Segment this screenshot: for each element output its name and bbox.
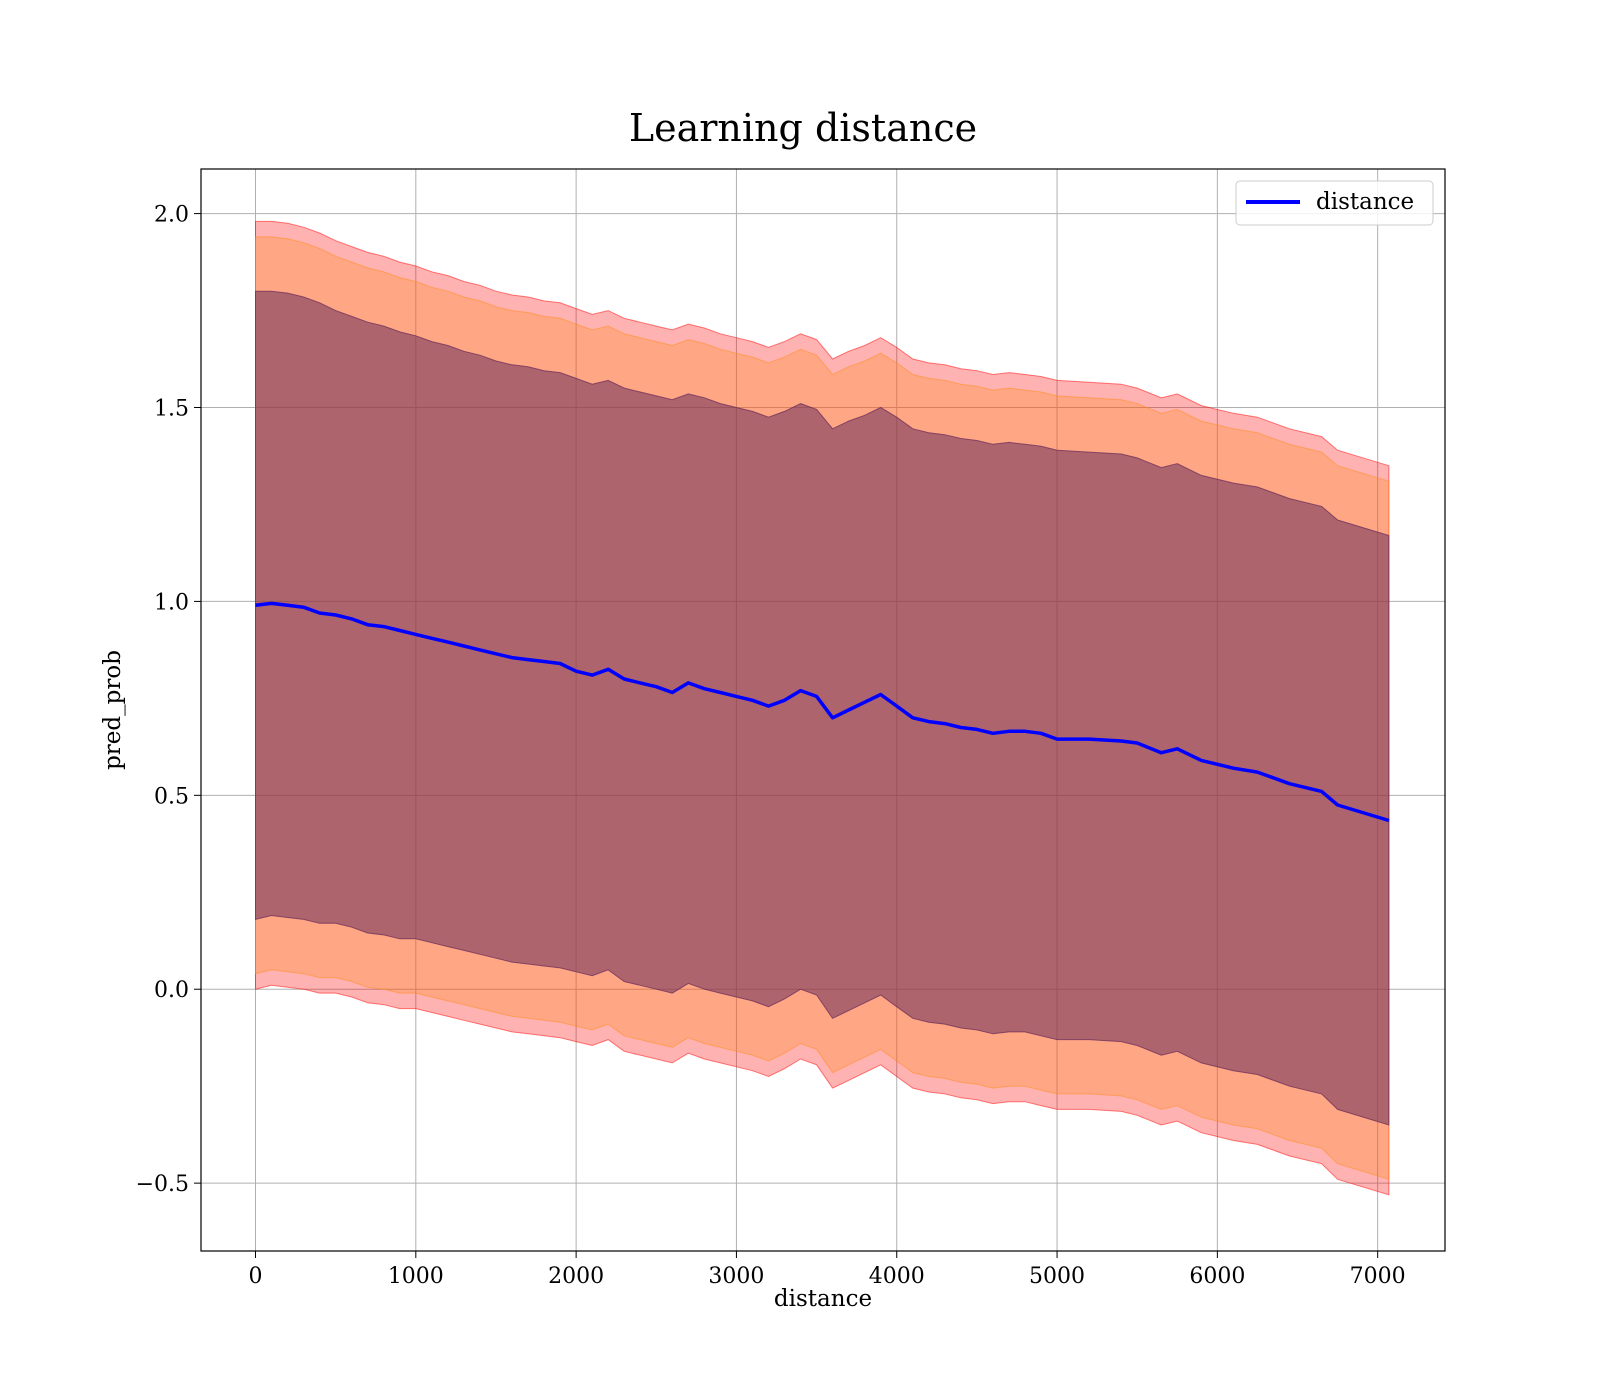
x-tick-label: 1000 xyxy=(388,1264,444,1289)
axis-ticks: 0 1000 2000 3000 4000 5000 6000 7000 −0.5 0.0 0.5 1… xyxy=(136,203,1406,1289)
x-tick-label: 2000 xyxy=(548,1264,604,1289)
x-tick-label: 7000 xyxy=(1350,1264,1406,1289)
y-tick-label: 2.0 xyxy=(154,203,189,228)
chart-title: Learning distance xyxy=(629,106,977,150)
x-tick-label: 5000 xyxy=(1029,1264,1085,1289)
legend: distance xyxy=(1235,180,1434,226)
plot-frame xyxy=(200,168,1446,1252)
confidence-bands xyxy=(255,220,1390,1196)
confidence-band-3 xyxy=(255,290,1390,1126)
y-tick-label: 0.5 xyxy=(154,784,189,809)
series-lines xyxy=(255,601,1390,823)
x-axis-label: distance xyxy=(774,1286,872,1312)
y-tick-label: 1.0 xyxy=(154,590,189,615)
y-tick-label: −0.5 xyxy=(136,1172,189,1197)
y-tick-label: 0.0 xyxy=(154,978,189,1003)
x-tick-label: 3000 xyxy=(708,1264,764,1289)
series-line-distance xyxy=(255,601,1390,823)
y-axis-label: pred_prob xyxy=(100,650,126,770)
legend-label-distance: distance xyxy=(1316,189,1414,215)
legend-box xyxy=(1235,180,1434,226)
x-tick-label: 6000 xyxy=(1189,1264,1245,1289)
x-tick-label: 4000 xyxy=(869,1264,925,1289)
x-tick-label: 0 xyxy=(249,1264,263,1289)
y-tick-label: 1.5 xyxy=(154,397,189,422)
